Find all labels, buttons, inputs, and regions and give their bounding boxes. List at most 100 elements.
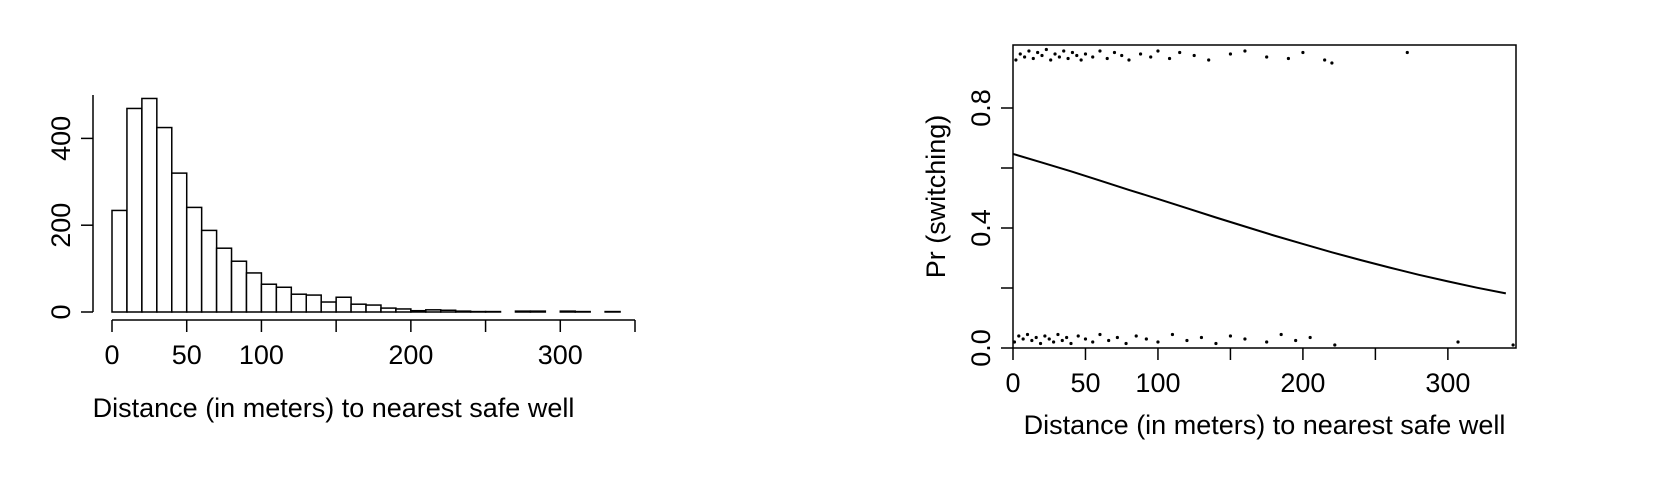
data-point — [1265, 55, 1269, 59]
data-point — [1265, 340, 1269, 344]
data-point — [1294, 338, 1298, 343]
data-point — [1456, 340, 1460, 344]
data-point — [1405, 50, 1409, 55]
x-axis-label: Distance (in meters) to nearest safe wel… — [93, 393, 575, 423]
data-point — [1167, 56, 1172, 61]
histogram-bar — [410, 309, 427, 313]
data-point — [1228, 334, 1233, 338]
data-point — [1014, 58, 1018, 62]
data-point — [1286, 56, 1291, 61]
data-point — [1156, 340, 1160, 344]
y-tick-label: 0.8 — [966, 89, 996, 127]
data-point — [1051, 340, 1056, 344]
data-point — [1170, 332, 1175, 337]
histogram-bar — [395, 308, 412, 313]
histogram-bar — [305, 294, 322, 313]
data-point — [1060, 338, 1064, 343]
x-tick-label: 0 — [1005, 368, 1020, 398]
data-point — [1144, 337, 1148, 341]
data-point — [1079, 58, 1083, 62]
histogram-bar — [126, 107, 143, 313]
histogram-bar — [439, 309, 457, 313]
data-point — [1120, 53, 1124, 58]
data-point — [1228, 52, 1233, 56]
data-point — [1076, 334, 1080, 338]
data-point — [1192, 53, 1196, 58]
x-tick-label: 300 — [538, 340, 583, 370]
data-point — [1083, 52, 1088, 56]
data-point — [1056, 332, 1060, 337]
x-tick-label: 300 — [1425, 368, 1470, 398]
data-point — [1017, 334, 1021, 338]
data-point — [1047, 337, 1051, 341]
data-point — [1036, 50, 1040, 55]
data-point — [1022, 55, 1027, 59]
histogram-bar — [260, 283, 278, 313]
histogram-bar — [425, 309, 442, 313]
x-axis-label: Distance (in meters) to nearest safe wel… — [1024, 410, 1506, 440]
histogram-bar — [111, 209, 128, 313]
y-tick-label: 400 — [46, 116, 76, 161]
data-point — [1279, 332, 1283, 337]
data-point — [1049, 58, 1053, 62]
data-point — [1098, 49, 1102, 53]
data-point — [1083, 337, 1088, 341]
histogram-bar — [454, 310, 472, 313]
data-point — [1149, 55, 1153, 59]
y-tick-label: 0 — [46, 304, 76, 319]
data-point — [1511, 343, 1515, 347]
data-point — [1301, 50, 1305, 55]
data-point — [1034, 335, 1038, 340]
y-tick-label: 0.0 — [966, 329, 996, 367]
data-point — [1115, 335, 1119, 340]
data-point — [1185, 338, 1189, 343]
data-point — [1043, 334, 1047, 338]
histogram-bar — [350, 303, 367, 313]
y-axis-label: Pr (switching) — [921, 115, 951, 279]
data-point — [1105, 56, 1109, 61]
data-point — [1038, 341, 1043, 346]
histogram-bar — [380, 307, 397, 313]
data-point — [1134, 334, 1138, 338]
data-point — [1040, 53, 1044, 58]
data-point — [1107, 338, 1111, 343]
plot-box — [1012, 44, 1517, 349]
histogram-bar — [365, 304, 382, 313]
data-point — [1018, 52, 1022, 56]
x-tick-label: 50 — [172, 340, 202, 370]
data-point — [1308, 335, 1312, 340]
x-tick-label: 0 — [104, 340, 119, 370]
data-point — [1243, 337, 1247, 341]
x-tick-label: 100 — [239, 340, 284, 370]
data-point — [1091, 340, 1095, 344]
data-point — [1070, 50, 1075, 55]
histogram-bar — [290, 293, 308, 313]
data-point — [1025, 332, 1030, 337]
data-point — [1199, 335, 1204, 340]
histogram-bar — [559, 310, 576, 313]
histogram-bar — [245, 272, 263, 313]
data-point — [1031, 56, 1035, 61]
data-point — [1012, 340, 1017, 344]
data-point — [1323, 58, 1327, 62]
histogram-bar — [275, 286, 293, 313]
data-point — [1127, 58, 1131, 62]
x-tick-label: 100 — [1135, 368, 1180, 398]
data-point — [1156, 49, 1160, 53]
histogram-bar — [335, 296, 352, 313]
data-point — [1057, 55, 1061, 59]
histogram-bar — [215, 247, 233, 313]
histogram-bar — [514, 310, 532, 313]
fit-curve — [1012, 152, 1507, 295]
data-point — [1243, 49, 1247, 53]
data-point — [1091, 55, 1095, 59]
data-point — [1069, 341, 1073, 346]
x-tick-label: 200 — [1280, 368, 1325, 398]
data-point — [1214, 341, 1218, 346]
histogram-bar — [141, 97, 158, 313]
data-point — [1021, 337, 1025, 341]
data-point — [1075, 53, 1079, 58]
y-tick-label: 0.4 — [966, 209, 996, 247]
y-tick-label: 200 — [46, 203, 76, 248]
